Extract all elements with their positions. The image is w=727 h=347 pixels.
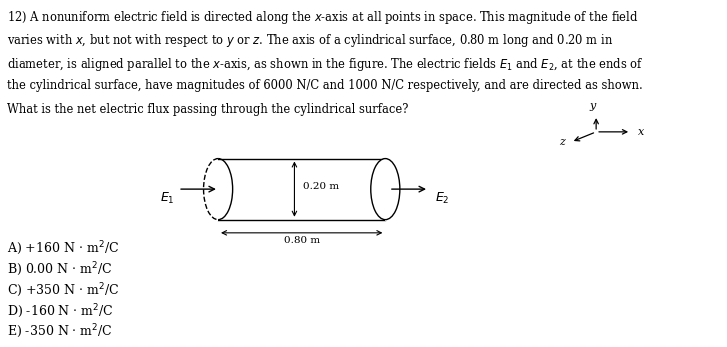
Text: $E_1$: $E_1$ bbox=[160, 191, 174, 206]
Text: A) +160 N $\cdot$ m$^2$/C: A) +160 N $\cdot$ m$^2$/C bbox=[7, 239, 119, 257]
Text: x: x bbox=[638, 127, 645, 137]
Bar bbox=[218, 159, 385, 220]
Text: 0.80 m: 0.80 m bbox=[284, 236, 320, 245]
Text: What is the net electric flux passing through the cylindrical surface?: What is the net electric flux passing th… bbox=[7, 103, 409, 116]
Bar bbox=[200, 157, 218, 221]
Text: $E_2$: $E_2$ bbox=[435, 191, 449, 206]
Text: 0.20 m: 0.20 m bbox=[303, 182, 340, 191]
Bar bbox=[385, 157, 403, 221]
Text: 12) A nonuniform electric field is directed along the $x$-axis at all points in : 12) A nonuniform electric field is direc… bbox=[7, 9, 639, 26]
Text: the cylindrical surface, have magnitudes of 6000 N/C and 1000 N/C respectively, : the cylindrical surface, have magnitudes… bbox=[7, 79, 643, 92]
Ellipse shape bbox=[371, 159, 400, 220]
Text: z: z bbox=[559, 137, 565, 147]
Text: y: y bbox=[590, 101, 595, 111]
Text: C) +350 N $\cdot$ m$^2$/C: C) +350 N $\cdot$ m$^2$/C bbox=[7, 281, 120, 299]
Text: diameter, is aligned parallel to the $x$-axis, as shown in the figure. The elect: diameter, is aligned parallel to the $x$… bbox=[7, 56, 644, 73]
Text: E) -350 N $\cdot$ m$^2$/C: E) -350 N $\cdot$ m$^2$/C bbox=[7, 323, 113, 340]
Text: B) 0.00 N $\cdot$ m$^2$/C: B) 0.00 N $\cdot$ m$^2$/C bbox=[7, 260, 113, 278]
Text: D) -160 N $\cdot$ m$^2$/C: D) -160 N $\cdot$ m$^2$/C bbox=[7, 302, 114, 320]
Text: varies with $x$, but not with respect to $y$ or $z$. The axis of a cylindrical s: varies with $x$, but not with respect to… bbox=[7, 32, 614, 49]
